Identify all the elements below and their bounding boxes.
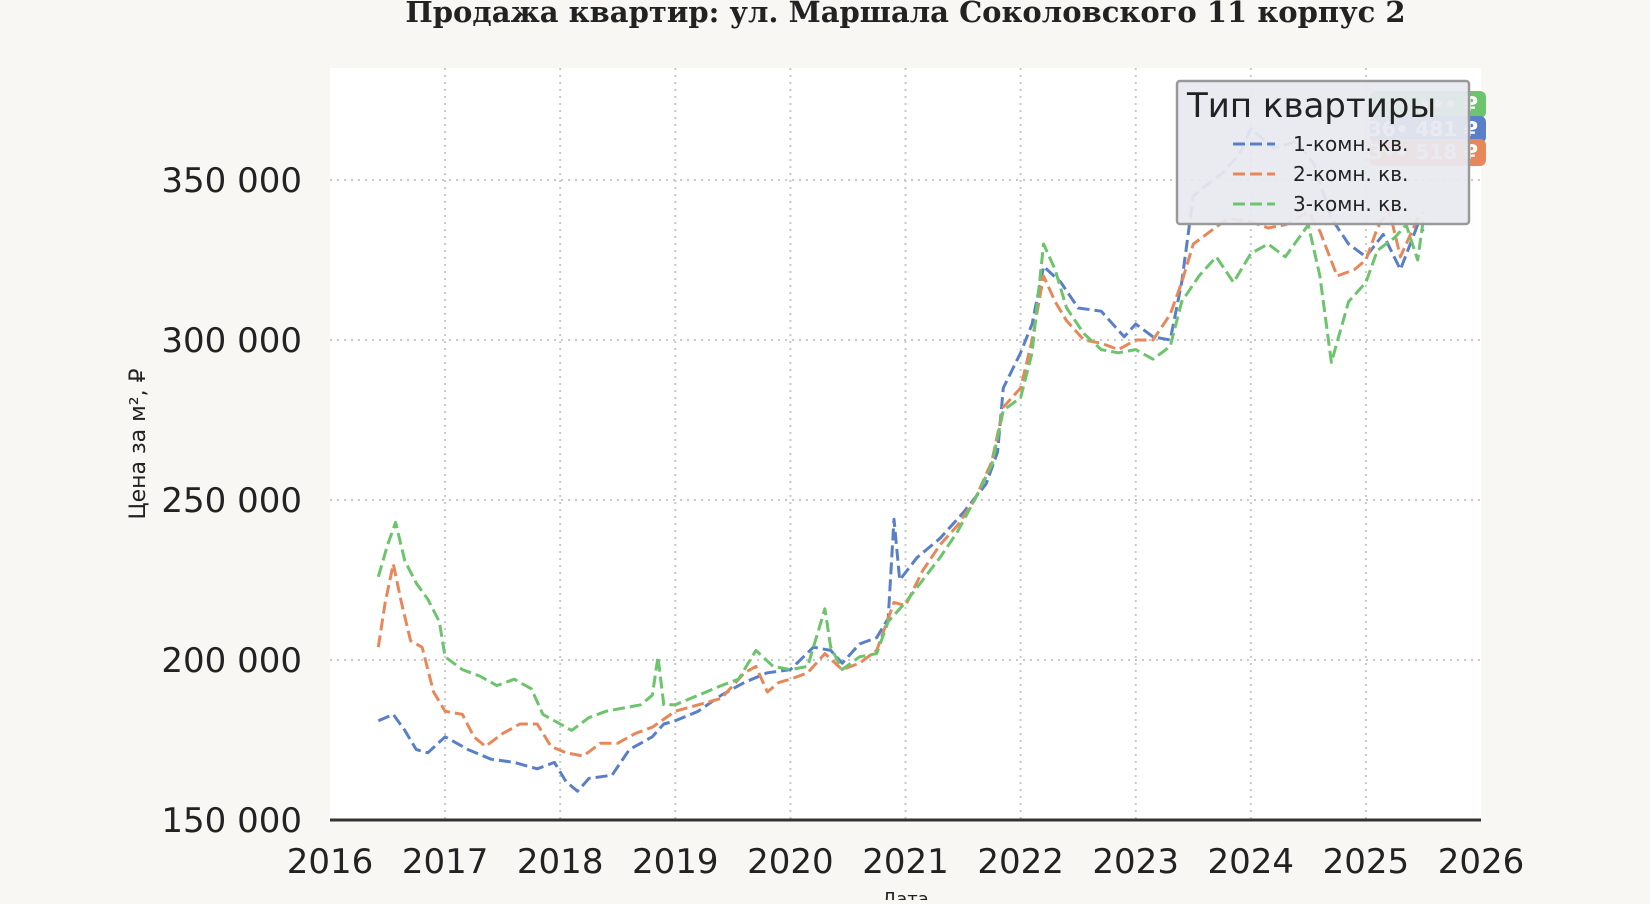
x-axis-label: Дата bbox=[882, 889, 929, 900]
series-line-3 bbox=[376, 218, 1425, 732]
x-tick-label: 2023 bbox=[1092, 842, 1179, 882]
legend-title: Тип квартиры bbox=[1186, 86, 1436, 126]
legend-label: 1-комн. кв. bbox=[1293, 132, 1408, 156]
y-tick-label: 250 000 bbox=[161, 481, 302, 521]
legend-box bbox=[1175, 79, 1471, 226]
y-tick-label: 300 000 bbox=[161, 321, 302, 361]
x-tick-label: 2019 bbox=[632, 842, 719, 882]
x-tick-label: 2017 bbox=[402, 842, 489, 882]
x-tick-label: 2018 bbox=[517, 842, 604, 882]
series-line-1 bbox=[377, 127, 1425, 793]
legend-label: 3-комн. кв. bbox=[1293, 192, 1408, 216]
legend: Тип квартиры 1-комн. кв. 2-комн. кв. 3-ком… bbox=[1175, 79, 1471, 226]
x-tick-label: 2025 bbox=[1323, 842, 1410, 882]
x-axis-ticks: 2016 2017 2018 2019 2020 2021 2022 2023 2024 2025… bbox=[287, 842, 1525, 882]
y-tick-label: 350 000 bbox=[161, 161, 302, 201]
x-tick-label: 2020 bbox=[747, 842, 834, 882]
y-tick-label: 150 000 bbox=[161, 801, 302, 841]
y-axis-ticks: 150 000 200 000 250 000 300 000 350 000 bbox=[161, 161, 302, 841]
legend-label: 2-комн. кв. bbox=[1293, 162, 1408, 186]
x-tick-label: 2026 bbox=[1438, 842, 1525, 882]
x-tick-label: 2021 bbox=[862, 842, 949, 882]
x-tick-label: 2022 bbox=[977, 842, 1064, 882]
y-axis-label: Цена за м², ₽ bbox=[126, 368, 151, 519]
x-tick-label: 2016 bbox=[287, 842, 374, 882]
chart-title: Продажа квартир: ул. Маршала Соколовског… bbox=[405, 0, 1405, 29]
x-tick-label: 2024 bbox=[1208, 842, 1295, 882]
y-tick-label: 200 000 bbox=[161, 641, 302, 681]
legend-items: 1-комн. кв. 2-комн. кв. 3-комн. кв. bbox=[1233, 132, 1408, 216]
